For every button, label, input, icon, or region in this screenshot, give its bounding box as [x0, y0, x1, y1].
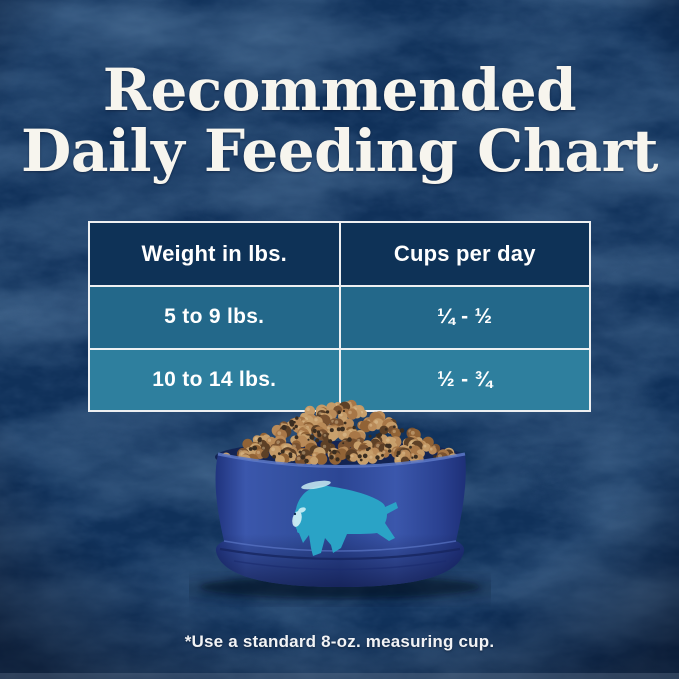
title-line-2: Daily Feeding Chart	[21, 117, 658, 186]
feeding-table: Weight in lbs. Cups per day 5 to 9 lbs. …	[88, 221, 591, 412]
column-header-weight: Weight in lbs.	[90, 223, 339, 285]
measuring-cup-footnote: *Use a standard 8-oz. measuring cup.	[184, 632, 495, 651]
table-cell-cups-row2: ½ - ¾	[340, 349, 589, 410]
kibble	[221, 399, 461, 467]
page-title: Recommended Daily Feeding Chart	[0, 56, 679, 186]
table-cell-cups-row1: ¼ - ½	[340, 287, 589, 348]
table-cell-weight-row2: 10 to 14 lbs.	[90, 349, 339, 410]
title-line-1: Recommended	[102, 56, 577, 124]
dog-bowl	[189, 399, 491, 604]
table-cell-weight-row1: 5 to 9 lbs.	[90, 287, 339, 348]
column-header-cups: Cups per day	[340, 223, 589, 285]
bison-logo-icon	[292, 480, 398, 556]
